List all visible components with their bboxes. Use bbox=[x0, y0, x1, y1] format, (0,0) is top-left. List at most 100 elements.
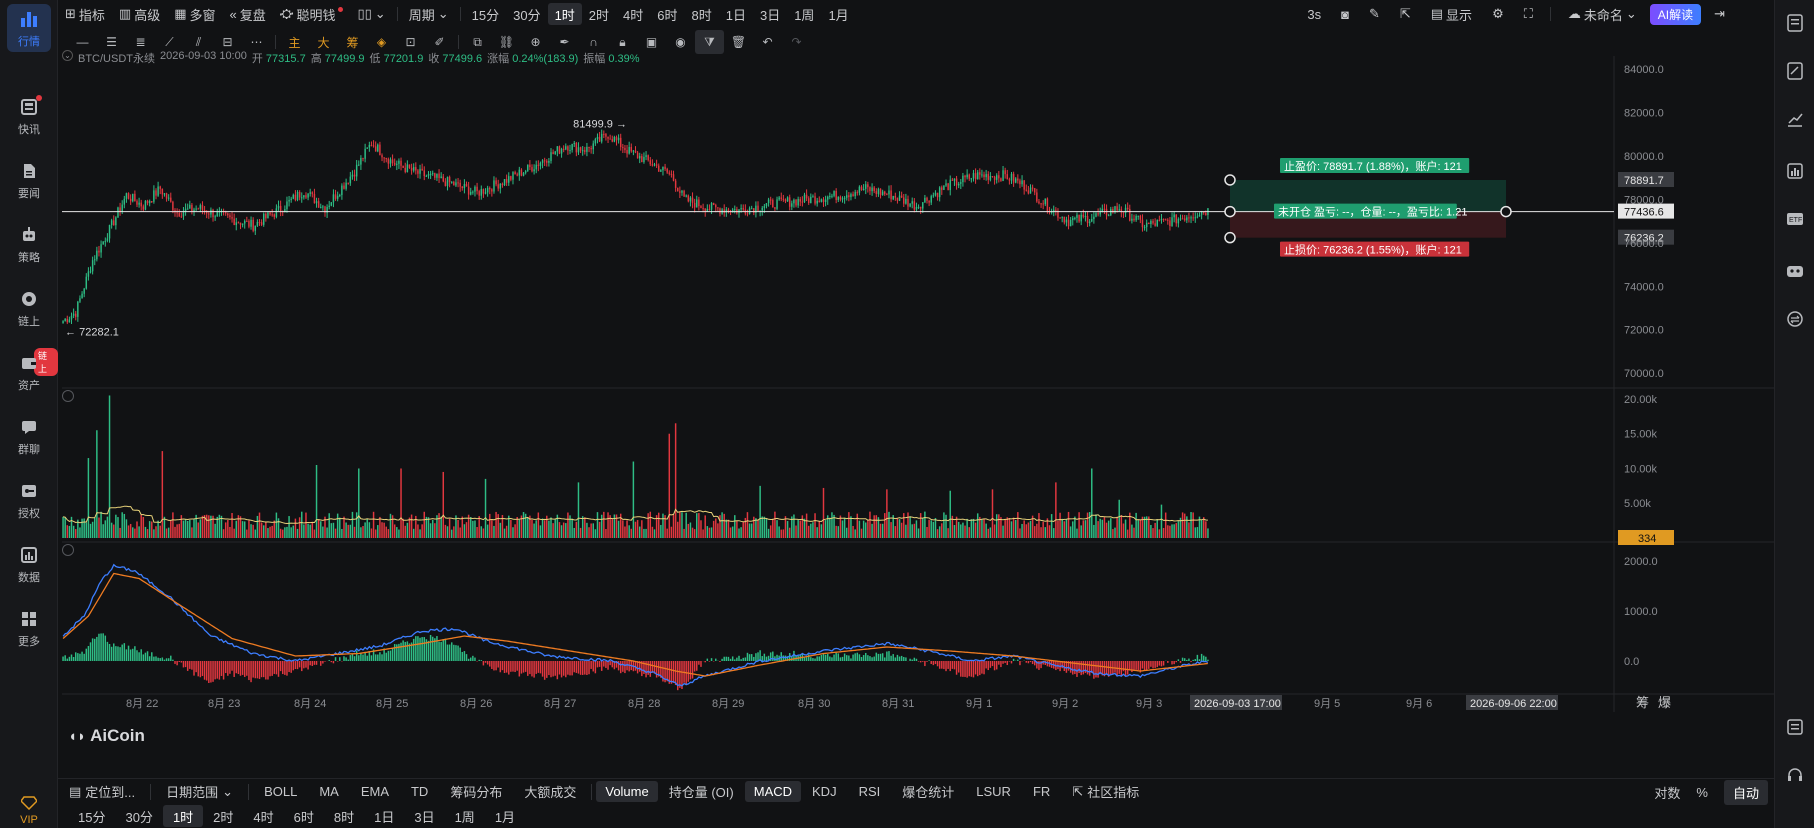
position-handle[interactable] bbox=[1224, 174, 1236, 186]
position-tool-icon[interactable]: ⊡ bbox=[405, 35, 416, 49]
indicator-macd[interactable]: MACD bbox=[744, 781, 802, 802]
interval-4h[interactable]: 4时 bbox=[623, 7, 644, 23]
timeframe-4h[interactable]: 4时 bbox=[253, 809, 274, 825]
interval-1h[interactable]: 1时 bbox=[547, 3, 582, 25]
indicator-large-trades[interactable]: 大额成交 bbox=[524, 785, 577, 800]
copy-icon[interactable]: ⧉ bbox=[473, 34, 482, 49]
fullscreen-icon[interactable]: ⛶ bbox=[1523, 6, 1533, 21]
timeframe-6h[interactable]: 6时 bbox=[293, 809, 314, 825]
indicator-rsi[interactable]: RSI bbox=[858, 784, 881, 799]
parallel-channel-icon[interactable]: ⫽ bbox=[195, 34, 202, 49]
chevron-down-icon[interactable]: ⌄ bbox=[62, 50, 73, 61]
auto-scale-toggle[interactable]: 自动 bbox=[1723, 779, 1768, 805]
collapse-icon[interactable]: ⇥ bbox=[1714, 6, 1725, 21]
period-dropdown[interactable]: 周期 ⌄ bbox=[408, 6, 449, 23]
chart-type-dropdown[interactable]: ▯▯ ⌄ bbox=[350, 0, 392, 28]
data-list-icon[interactable] bbox=[1784, 160, 1806, 182]
layout-name-dropdown[interactable]: ☁ 未命名 ⌄ bbox=[1567, 6, 1637, 23]
indicator-ma[interactable]: MA bbox=[319, 784, 339, 799]
community-indicators-button[interactable]: ⇱ 社区指标 bbox=[1072, 783, 1140, 801]
interval-1mo[interactable]: 1月 bbox=[828, 7, 849, 23]
sidebar-item-chat[interactable]: 群聊 bbox=[0, 408, 58, 464]
indicator-liquidations[interactable]: 爆仓统计 bbox=[902, 785, 955, 800]
indicator-boll[interactable]: BOLL bbox=[264, 784, 298, 799]
zoom-icon[interactable]: ⊕ bbox=[530, 35, 541, 49]
interval-3d[interactable]: 3日 bbox=[759, 7, 781, 23]
chips-button[interactable]: 筹 bbox=[346, 35, 359, 50]
locate-button[interactable]: ▤ 定位到... bbox=[69, 783, 136, 801]
percent-scale-toggle[interactable]: % bbox=[1696, 784, 1708, 800]
indicator-td[interactable]: TD bbox=[410, 784, 429, 799]
share-icon[interactable]: ⇱ bbox=[1399, 6, 1411, 21]
sidebar-item-authorize[interactable]: 授权 bbox=[0, 472, 58, 528]
link-icon[interactable]: ⛓ bbox=[498, 35, 515, 49]
redo-icon[interactable]: ↷ bbox=[791, 35, 802, 49]
camera-icon[interactable]: ◙ bbox=[1341, 6, 1349, 22]
pen-icon[interactable]: ✎ bbox=[1368, 6, 1380, 21]
signal-icon[interactable]: ◈ bbox=[376, 35, 387, 49]
sidebar-item-news[interactable]: 快讯 bbox=[0, 88, 58, 144]
ai-interpret-button[interactable]: AI解读 bbox=[1649, 3, 1702, 25]
date-range-dropdown[interactable]: 日期范围 ⌄ bbox=[166, 783, 234, 801]
smart-money-button[interactable]: ⛮ 聪明钱 bbox=[273, 0, 351, 28]
timeframe-2h[interactable]: 2时 bbox=[213, 809, 234, 825]
sidebar-item-onchain[interactable]: 链上 bbox=[0, 280, 58, 336]
sidebar-item-more[interactable]: 更多 bbox=[0, 600, 58, 656]
indicator-kdj[interactable]: KDJ bbox=[812, 784, 837, 799]
interval-6h[interactable]: 6时 bbox=[657, 7, 678, 23]
big-order-button[interactable]: 大 bbox=[317, 35, 330, 50]
robot-icon[interactable] bbox=[1784, 260, 1806, 282]
timeframe-1mo[interactable]: 1月 bbox=[494, 809, 516, 825]
etf-icon[interactable]: ETF bbox=[1784, 208, 1806, 230]
indicator-button[interactable]: ⊞ 指标 bbox=[65, 6, 105, 23]
timeframe-30m[interactable]: 30分 bbox=[125, 809, 153, 825]
sidebar-item-assets[interactable]: 链上 资产 bbox=[0, 344, 58, 400]
interval-8h[interactable]: 8时 bbox=[691, 7, 712, 23]
main-force-button[interactable]: 主 bbox=[288, 35, 301, 50]
timeframe-1d[interactable]: 1日 bbox=[374, 809, 395, 825]
ruler-icon[interactable]: ✐ bbox=[434, 35, 445, 49]
position-handle[interactable] bbox=[1224, 231, 1236, 244]
horizontal-line-icon[interactable]: ― bbox=[76, 35, 89, 49]
refresh-rate-button[interactable]: 3s bbox=[1307, 6, 1322, 22]
undo-icon[interactable]: ↶ bbox=[762, 35, 773, 49]
headset-icon[interactable] bbox=[1784, 764, 1806, 786]
indicator-ema[interactable]: EMA bbox=[360, 784, 389, 799]
lock-icon[interactable]: 🔒︎ bbox=[619, 34, 626, 49]
indicator-fr[interactable]: FR bbox=[1032, 784, 1051, 799]
display-button[interactable]: ▤ 显示 bbox=[1430, 6, 1473, 23]
replay-button[interactable]: «复盘 bbox=[229, 6, 266, 23]
image-icon[interactable]: ▣ bbox=[645, 35, 658, 49]
interval-2h[interactable]: 2时 bbox=[588, 7, 610, 23]
sidebar-item-headlines[interactable]: 要闻 bbox=[0, 152, 58, 208]
eye-icon[interactable]: ◉ bbox=[675, 35, 686, 49]
position-handle[interactable] bbox=[1224, 205, 1236, 218]
fib-icon[interactable]: ⊟ bbox=[222, 35, 233, 49]
brush-icon[interactable]: ✒ bbox=[559, 35, 570, 49]
advanced-button[interactable]: ▥ 高级 bbox=[118, 6, 161, 23]
more-tools-icon[interactable]: ⋯ bbox=[250, 35, 263, 49]
magnet-icon[interactable]: ∩ bbox=[589, 35, 598, 49]
indicator-lsur[interactable]: LSUR bbox=[976, 784, 1011, 799]
indicator-open-interest[interactable]: 持仓量 (OI) bbox=[668, 785, 734, 800]
stack-icon[interactable] bbox=[1784, 716, 1806, 738]
vip-button[interactable]: VIP bbox=[0, 790, 58, 828]
sidebar-item-data[interactable]: 数据 bbox=[0, 536, 58, 592]
edit-icon[interactable] bbox=[1784, 60, 1806, 82]
indicator-chip-distribution[interactable]: 筹码分布 bbox=[450, 785, 503, 800]
pane-toggle-button[interactable] bbox=[62, 390, 74, 402]
chart-area[interactable]: 81499.9 → ← 72282.1 止盈价: 78891.7 (1.88%)，… bbox=[62, 50, 1774, 770]
exchange-icon[interactable] bbox=[1784, 308, 1806, 330]
position-handle[interactable] bbox=[1500, 205, 1512, 218]
timeframe-1w[interactable]: 1周 bbox=[454, 809, 475, 825]
timeframe-15m[interactable]: 15分 bbox=[78, 809, 106, 825]
multi-window-button[interactable]: ▦ 多窗 bbox=[174, 6, 216, 23]
orderbook-icon[interactable] bbox=[1784, 12, 1806, 34]
candlestick-chart[interactable]: 81499.9 →← 72282.1 止盈价: 78891.7 (1.88%)，… bbox=[62, 56, 1774, 770]
interval-1d[interactable]: 1日 bbox=[725, 7, 746, 23]
interval-15m[interactable]: 15分 bbox=[471, 7, 500, 23]
sidebar-item-strategy[interactable]: 策略 bbox=[0, 216, 58, 272]
settings-icon[interactable]: ⚙ bbox=[1492, 6, 1504, 21]
timeframe-8h[interactable]: 8时 bbox=[333, 809, 355, 825]
timeframe-3d[interactable]: 3日 bbox=[414, 809, 435, 825]
